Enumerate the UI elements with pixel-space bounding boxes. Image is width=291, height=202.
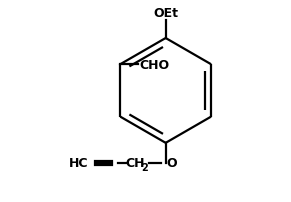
Text: HC: HC — [69, 157, 88, 170]
Text: OEt: OEt — [153, 7, 178, 20]
Text: CHO: CHO — [139, 58, 170, 71]
Text: 2: 2 — [142, 162, 148, 172]
Text: O: O — [167, 157, 177, 170]
Text: CH: CH — [126, 157, 145, 170]
